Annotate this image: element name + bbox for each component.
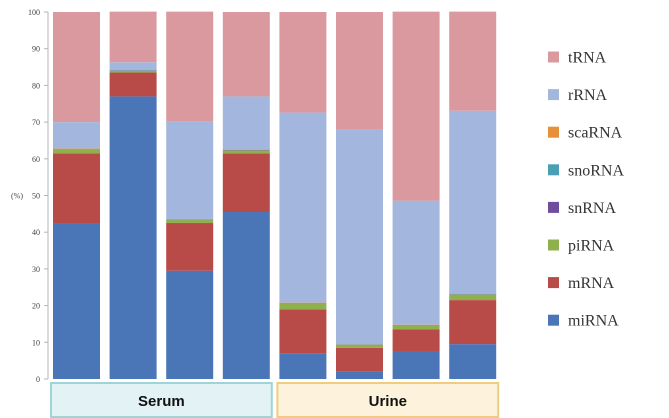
legend-item-snorna: snoRNA — [548, 162, 624, 179]
bar-segment-mirna — [449, 344, 497, 379]
y-tick-label: 80 — [32, 81, 40, 90]
bar-segment-rrna — [53, 122, 100, 149]
bar-segment-mrna — [336, 347, 383, 372]
bar-segment-trna — [109, 11, 157, 63]
bar-segment-rrna — [279, 112, 327, 303]
legend-swatch — [548, 89, 559, 101]
bar-segment-rrna — [222, 96, 270, 150]
bar-segment-trna — [279, 12, 327, 113]
y-axis: 0 10 20 30 40 50 60 70 80 90 100 — [28, 8, 49, 384]
legend-label: snRNA — [568, 200, 616, 217]
group-urine: Urine — [276, 382, 500, 418]
y-tick-label: 10 — [32, 338, 40, 347]
y-tick-label: 50 — [32, 192, 40, 201]
bar-segment-trna — [222, 12, 270, 97]
group-label: Serum — [138, 393, 185, 410]
legend-item-scarna: scaRNA — [548, 125, 623, 142]
legend-item-rrna: rRNA — [548, 87, 608, 104]
bar-segment-pirna — [449, 294, 497, 301]
bar-segment-pirna — [166, 220, 214, 224]
bar-4 — [222, 12, 270, 379]
bar-6 — [336, 12, 383, 379]
legend-item-pirna: piRNA — [548, 238, 615, 255]
y-tick-label: 90 — [32, 45, 40, 54]
group-label: Urine — [369, 393, 407, 410]
bar-segment-mirna — [166, 270, 214, 379]
bar-segment-pirna — [109, 70, 157, 73]
y-axis-title: (%) — [11, 192, 23, 201]
bar-segment-pirna — [53, 149, 100, 154]
legend-item-mrna: mRNA — [548, 275, 615, 292]
bar-segment-mirna — [279, 353, 327, 379]
legend-swatch — [548, 164, 559, 176]
legend-item-trna: tRNA — [548, 50, 607, 67]
legend-item-snrna: snRNA — [548, 200, 616, 217]
y-tick-label: 30 — [32, 265, 40, 274]
legend-label: scaRNA — [568, 125, 623, 142]
bar-segment-mrna — [279, 309, 327, 354]
bar-segment-mrna — [449, 300, 497, 345]
legend-label: rRNA — [568, 87, 608, 104]
legend-item-mirna: miRNA — [548, 313, 619, 330]
legend-swatch — [548, 239, 559, 251]
bar-3 — [166, 11, 214, 379]
y-tick-label: 20 — [32, 302, 40, 311]
legend-swatch — [548, 126, 559, 138]
bar-segment-rrna — [166, 121, 214, 219]
legend-swatch — [548, 201, 559, 213]
bar-segment-rrna — [336, 129, 383, 345]
bar-segment-trna — [53, 12, 100, 123]
legend-swatch — [548, 277, 559, 289]
legend: tRNA rRNA scaRNA snoRNA snRNA piRNA mRNA miRNA — [548, 50, 624, 330]
legend-label: piRNA — [568, 238, 615, 255]
bar-5 — [279, 12, 327, 379]
legend-label: snoRNA — [568, 162, 624, 179]
bar-segment-rrna — [109, 62, 157, 70]
bar-7 — [392, 11, 440, 379]
bar-segment-mrna — [109, 72, 157, 97]
group-serum: Serum — [50, 382, 273, 418]
bar-segment-mirna — [392, 351, 440, 379]
group-label-boxes: Serum Urine — [50, 382, 500, 418]
bar-segment-trna — [166, 11, 214, 122]
y-tick-label: 70 — [32, 118, 40, 127]
bar-segment-mrna — [392, 329, 440, 352]
bar-8 — [449, 11, 497, 379]
legend-label: mRNA — [568, 275, 615, 292]
bar-1 — [53, 12, 100, 379]
bar-segment-pirna — [279, 303, 327, 310]
y-tick-label: 0 — [36, 375, 40, 384]
bar-segment-mrna — [166, 223, 214, 271]
bar-segment-trna — [449, 11, 497, 111]
bar-segment-rrna — [392, 200, 440, 325]
bar-segment-mrna — [53, 153, 100, 224]
bar-segment-pirna — [392, 325, 440, 330]
bar-segment-pirna — [222, 150, 270, 154]
bar-segment-rrna — [449, 110, 497, 294]
bar-segment-trna — [336, 12, 383, 130]
bar-segment-pirna — [336, 345, 383, 348]
bar-segment-mirna — [222, 212, 270, 379]
bar-segment-mrna — [222, 153, 270, 213]
bar-2 — [109, 11, 157, 379]
bar-segment-mirna — [109, 96, 157, 379]
bar-segment-mirna — [53, 223, 100, 379]
bar-segment-trna — [392, 11, 440, 201]
y-tick-label: 40 — [32, 228, 40, 237]
y-tick-label: 60 — [32, 155, 40, 164]
group-box — [50, 382, 273, 418]
legend-swatch — [548, 314, 559, 326]
group-box — [276, 382, 500, 418]
bar-segment-mirna — [336, 371, 383, 379]
legend-label: miRNA — [568, 313, 619, 330]
bars — [53, 11, 497, 379]
legend-swatch — [548, 51, 559, 63]
y-tick-label: 100 — [28, 8, 40, 17]
legend-label: tRNA — [568, 50, 607, 67]
